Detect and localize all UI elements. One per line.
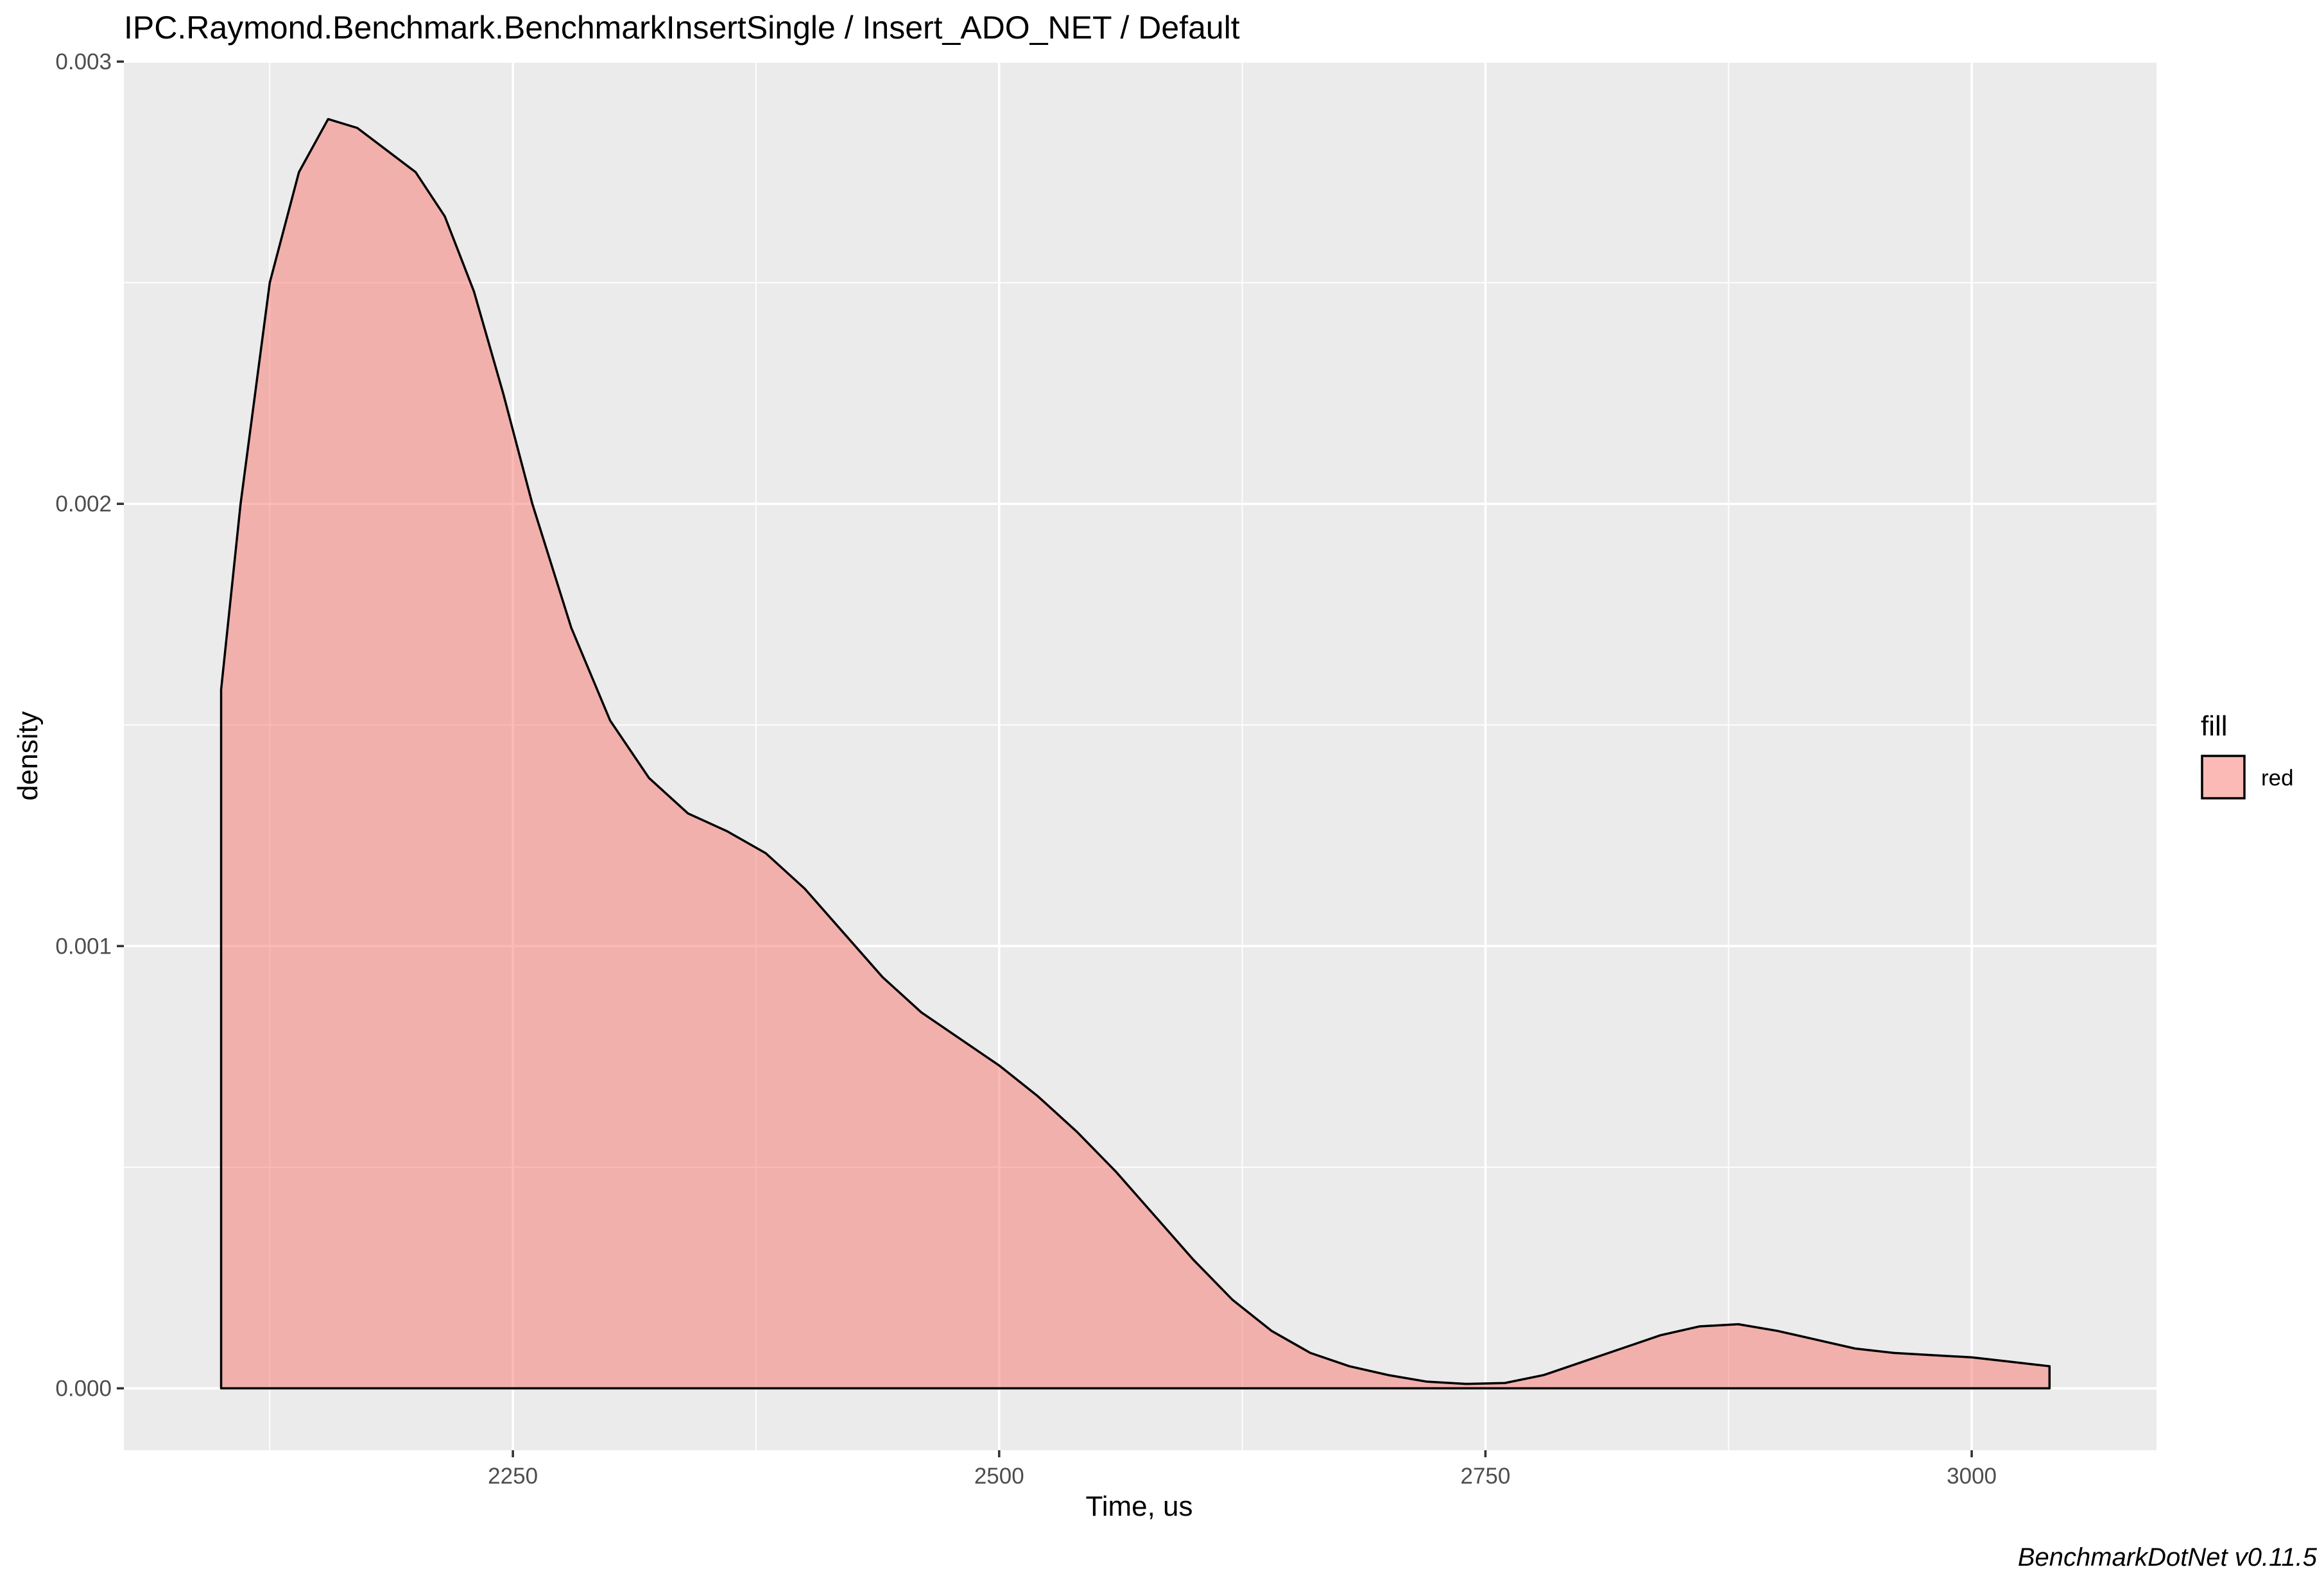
x-axis: 2250 2500 2750 3000: [488, 1450, 1997, 1489]
y-tick-label: 0.003: [55, 49, 112, 74]
legend: fill red: [2201, 710, 2294, 800]
chart-title: IPC.Raymond.Benchmark.BenchmarkInsertSin…: [124, 10, 1240, 46]
y-axis-title: density: [12, 711, 44, 800]
density-area-red: [219, 117, 2051, 1390]
series-layer: [219, 117, 2051, 1390]
x-tick-label: 3000: [1947, 1464, 1997, 1489]
y-tick-label: 0.001: [55, 934, 112, 959]
chart-caption: BenchmarkDotNet v0.11.5: [2018, 1543, 2318, 1572]
y-tick-label: 0.000: [55, 1376, 112, 1401]
legend-label-red: red: [2261, 766, 2294, 791]
x-tick-label: 2500: [974, 1464, 1024, 1489]
x-tick-label: 2250: [488, 1464, 538, 1489]
x-axis-title: Time, us: [1085, 1491, 1192, 1522]
y-tick-label: 0.002: [55, 492, 112, 517]
y-axis: 0.000 0.001 0.002 0.003: [55, 49, 124, 1401]
legend-key-red: [2201, 755, 2246, 800]
x-tick-label: 2750: [1460, 1464, 1510, 1489]
legend-title: fill: [2201, 710, 2228, 742]
